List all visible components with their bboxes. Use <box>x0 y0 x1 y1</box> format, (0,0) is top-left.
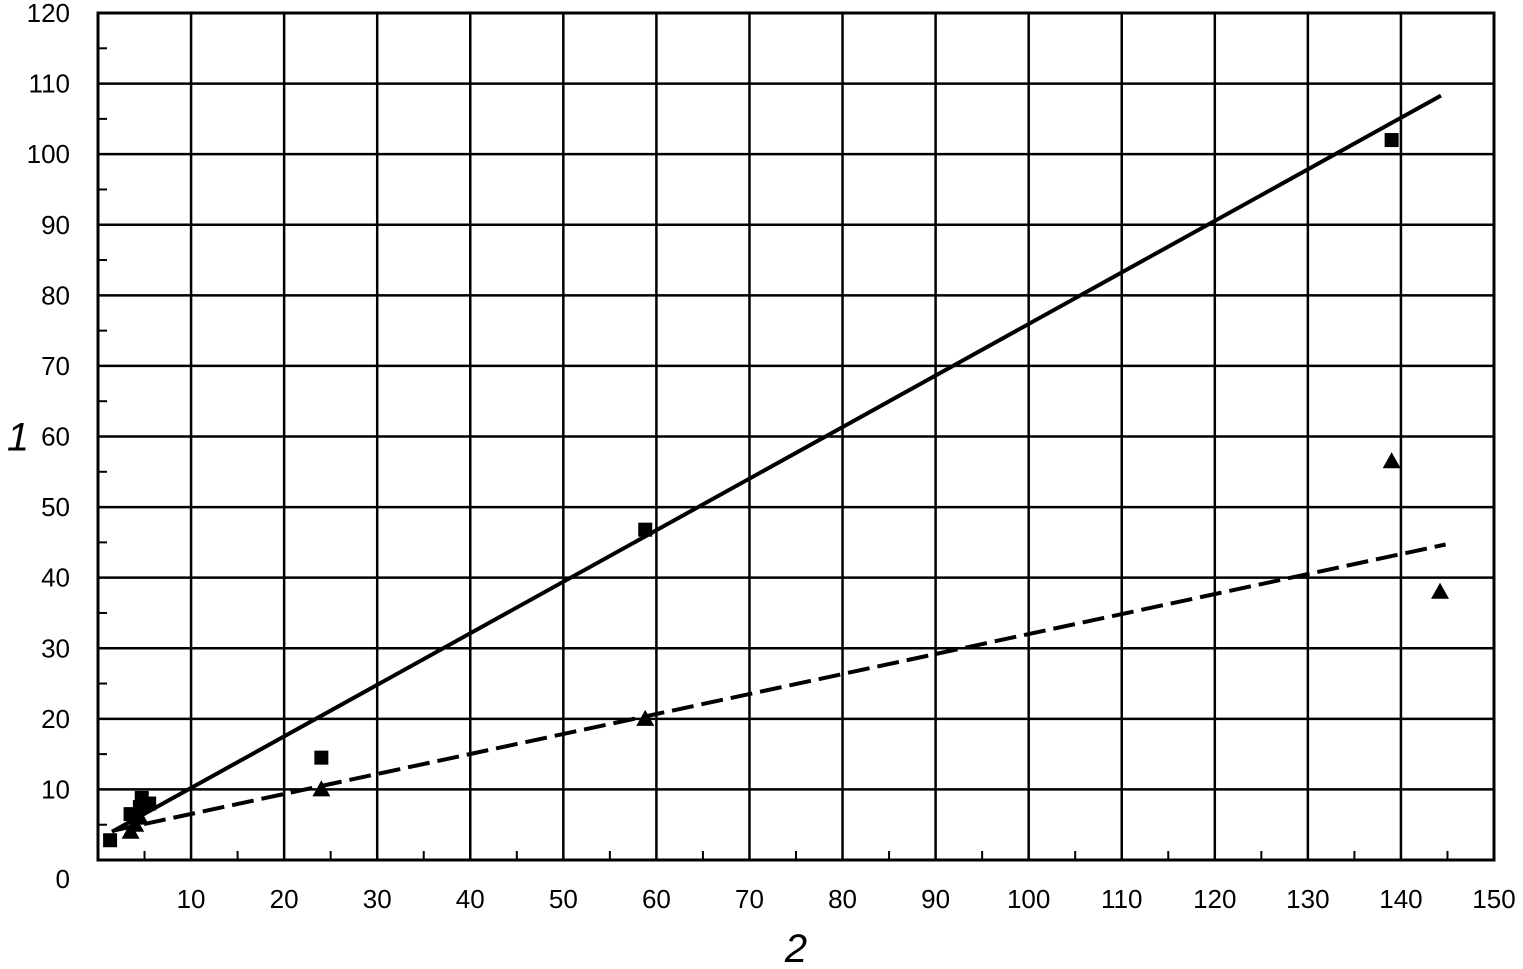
y-tick-label: 20 <box>41 704 70 734</box>
triangle-marker <box>1431 582 1450 599</box>
x-tick-label: 50 <box>549 884 578 914</box>
x-tick-label: 110 <box>1101 884 1142 914</box>
x-tick-label: 20 <box>270 884 299 914</box>
x-tick-label: 10 <box>177 884 206 914</box>
y-tick-label: 10 <box>41 774 70 804</box>
minor-ticks <box>98 47 1449 860</box>
square-marker <box>638 522 653 537</box>
x-tick-label: 130 <box>1286 884 1329 914</box>
y-tick-label: 50 <box>41 492 70 522</box>
solid-fit-line <box>110 93 1442 834</box>
triangle-marker <box>636 709 655 726</box>
x-tick-label: 120 <box>1193 884 1236 914</box>
markers <box>103 133 1450 848</box>
x-tick-label: 40 <box>456 884 485 914</box>
y-tick-label: 40 <box>41 563 70 593</box>
triangle-marker <box>1382 452 1401 469</box>
square-marker <box>1384 133 1399 148</box>
plot-frame <box>96 11 1496 862</box>
y-tick-label: 30 <box>41 633 70 663</box>
grid <box>98 13 1494 860</box>
dashed-fit-line <box>114 542 1447 833</box>
y-tick-label: 60 <box>41 422 70 452</box>
x-tick-label: 30 <box>363 884 392 914</box>
x-tick-label: 60 <box>642 884 671 914</box>
square-marker <box>314 750 329 765</box>
y-tick-label: 80 <box>41 280 70 310</box>
square-marker <box>142 796 157 811</box>
y-tick-label: 120 <box>27 0 70 28</box>
y-tick-label: 70 <box>41 351 70 381</box>
x-tick-label: 90 <box>921 884 950 914</box>
tick-labels: 10 20 30 40 50 60 70 80 90 100 110 120 130 140 150 10 20… <box>27 0 1516 914</box>
x-tick-label: 150 <box>1472 884 1515 914</box>
x-tick-label: 100 <box>1007 884 1050 914</box>
y-tick-label: 100 <box>27 139 70 169</box>
triangle-marker <box>312 780 331 797</box>
y-tick-label: 90 <box>41 210 70 240</box>
x-tick-label: 140 <box>1379 884 1422 914</box>
x-axis-label: 2 <box>784 927 807 969</box>
x-tick-label: 80 <box>828 884 857 914</box>
y-tick-label: 110 <box>29 69 70 99</box>
triangle-marker <box>130 808 149 825</box>
origin-tick-label: 0 <box>56 864 70 894</box>
square-marker <box>103 833 118 848</box>
fit-lines <box>110 93 1447 834</box>
y-axis-label: 1 <box>7 416 29 460</box>
x-tick-label: 70 <box>735 884 764 914</box>
